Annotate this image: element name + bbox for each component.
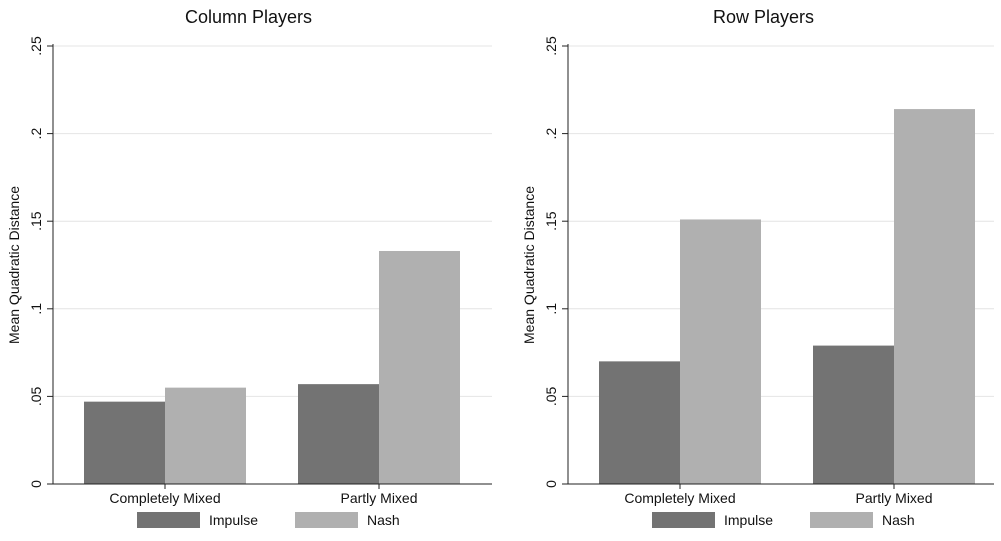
x-tick-label: Partly Mixed	[855, 490, 932, 506]
y-tick-label: .15	[543, 211, 559, 231]
legend-swatch-nash	[810, 512, 873, 528]
x-tick-label: Completely Mixed	[624, 490, 735, 506]
y-tick-label: .15	[28, 211, 44, 231]
y-tick-label: .05	[543, 386, 559, 406]
chart-title: Row Players	[713, 7, 814, 27]
y-tick-label: .25	[543, 36, 559, 56]
chart-panel-2: 0 .05 .1 .15 .2 .25 Completely Mixed Partly Mix…	[521, 7, 994, 528]
x-tick-label: Completely Mixed	[109, 490, 220, 506]
legend-swatch-nash	[295, 512, 358, 528]
legend-label-impulse: Impulse	[724, 512, 773, 528]
legend-swatch-impulse	[137, 512, 200, 528]
y-tick-label: .1	[28, 303, 44, 315]
legend-label-nash: Nash	[367, 512, 400, 528]
bar-impulse-2	[813, 345, 894, 484]
legend: Impulse Nash	[652, 512, 915, 528]
y-tick-label: .25	[28, 36, 44, 56]
y-tick-label: .05	[28, 386, 44, 406]
y-tick-label: .1	[543, 303, 559, 315]
chart-panel-1: 0 .05 .1 .15 .2 .25 Completely Mixed Partly Mix…	[6, 7, 492, 528]
y-tick-label: 0	[543, 480, 559, 488]
bar-nash-1	[680, 219, 761, 484]
legend: Impulse Nash	[137, 512, 400, 528]
bar-nash-1	[165, 387, 246, 484]
legend-swatch-impulse	[652, 512, 715, 528]
y-tick-label: .2	[543, 128, 559, 140]
y-axis-title: Mean Quadratic Distance	[6, 186, 22, 344]
x-tick-label: Partly Mixed	[340, 490, 417, 506]
y-axis-title: Mean Quadratic Distance	[521, 186, 537, 344]
y-tick-label: .2	[28, 128, 44, 140]
bar-impulse-2	[298, 384, 379, 484]
bar-impulse-1	[599, 361, 680, 484]
bar-impulse-1	[84, 401, 165, 484]
chart-title: Column Players	[185, 7, 312, 27]
bar-nash-2	[894, 109, 975, 485]
bar-nash-2	[379, 250, 460, 484]
y-tick-label: 0	[28, 480, 44, 488]
legend-label-impulse: Impulse	[209, 512, 258, 528]
legend-label-nash: Nash	[882, 512, 915, 528]
